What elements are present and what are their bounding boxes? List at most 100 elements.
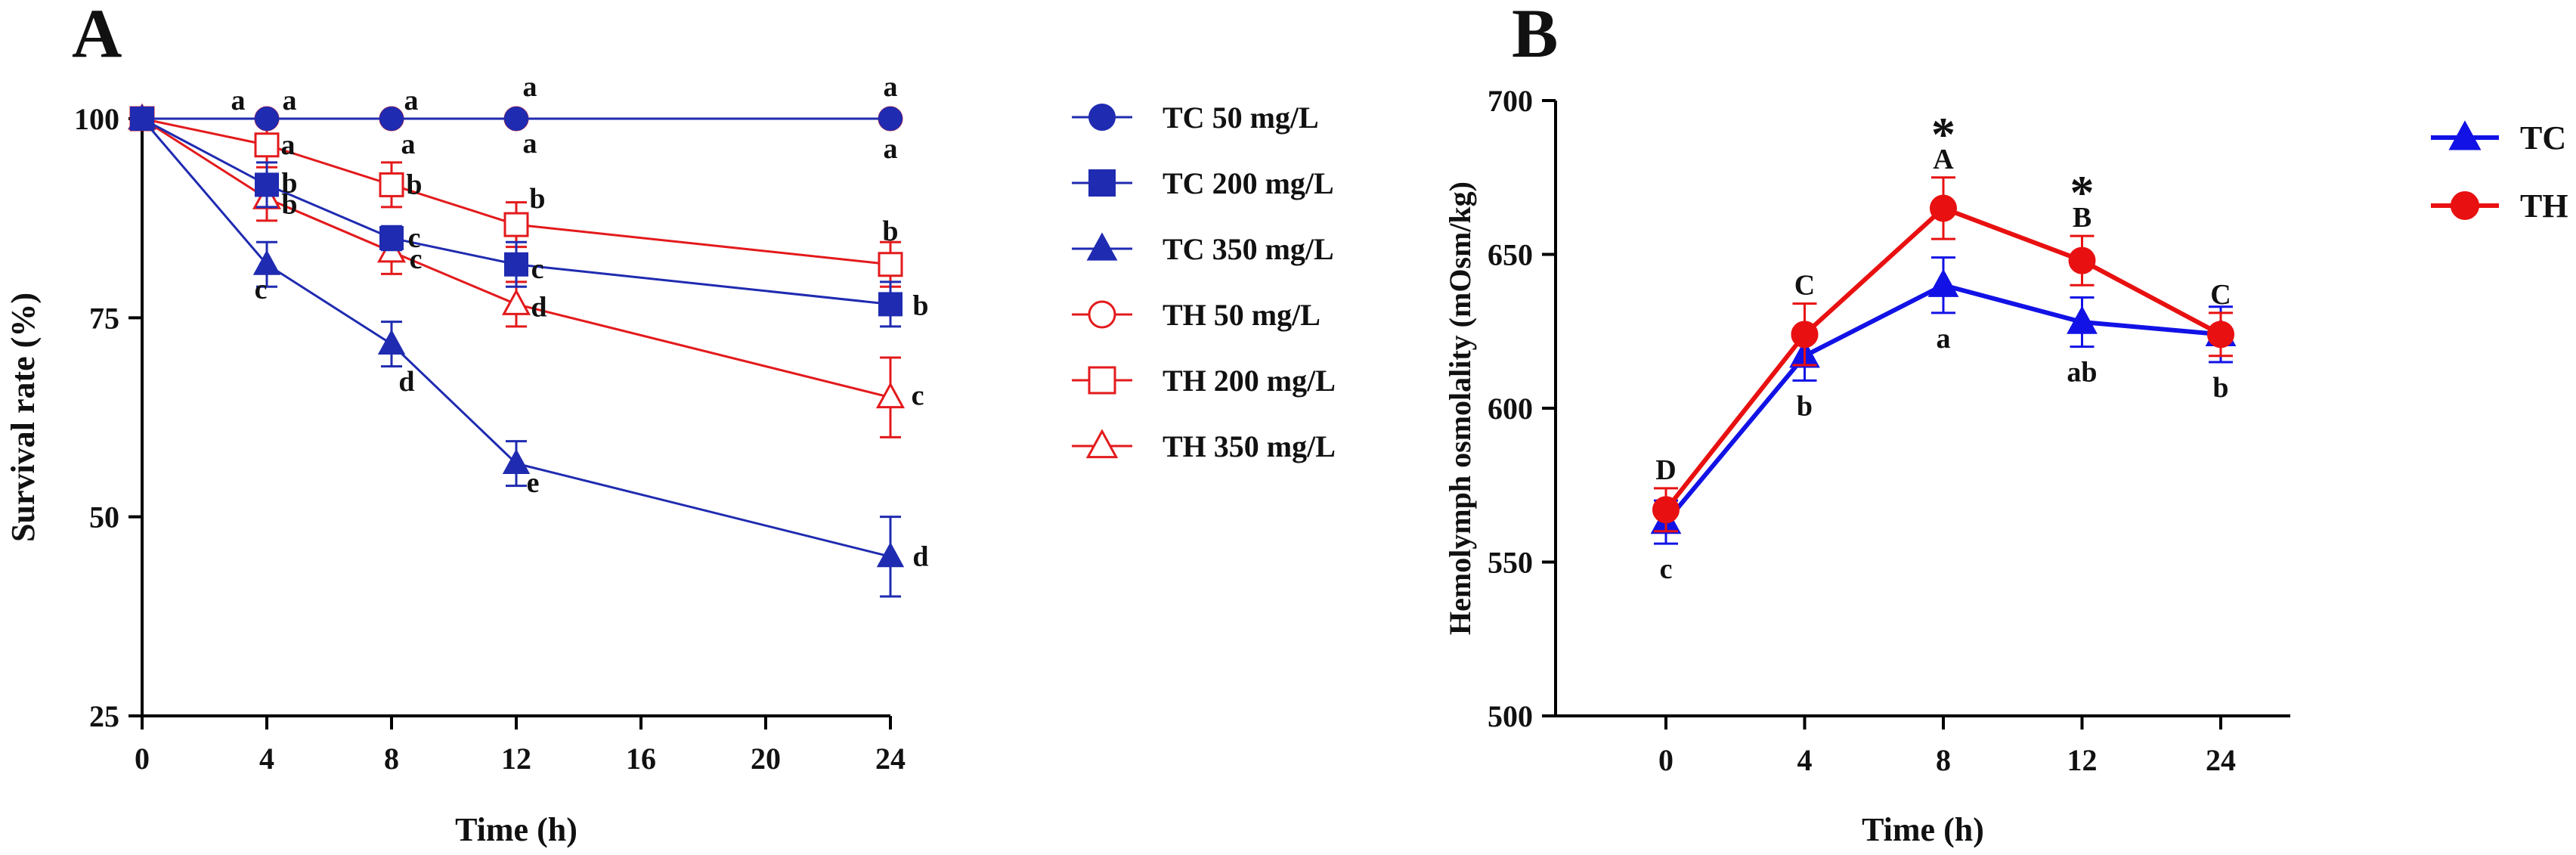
data-point-b <box>2068 246 2096 274</box>
x-tick-label-a: 24 <box>875 742 906 776</box>
significance-letter-a: a <box>884 133 898 165</box>
significance-letter-b: C <box>1794 270 1815 302</box>
legend-marker-b <box>2448 120 2482 150</box>
axes-b: 0 4 8 12 24 500 550 600 650 700 <box>1488 84 2290 777</box>
legend-label-a: TH 200 mg/L <box>1163 364 1336 398</box>
data-point-a <box>128 104 156 129</box>
significance-letter-a: d <box>912 541 928 572</box>
legend-item-b: TH <box>2431 187 2568 225</box>
data-point-a <box>503 212 529 237</box>
data-point-a <box>377 329 406 355</box>
significance-letter-a: d <box>531 291 546 323</box>
significance-letter-a: a <box>523 71 537 103</box>
series-a-0 <box>130 107 903 131</box>
x-tick-label-a: 8 <box>384 742 399 776</box>
x-tick-label-b: 0 <box>1658 743 1673 777</box>
x-tick-label-a: 12 <box>501 742 531 776</box>
x-tick-label-a: 16 <box>626 742 656 776</box>
x-tick-label-a: 4 <box>259 742 274 776</box>
significance-letter-b: b <box>2212 372 2228 404</box>
significance-star-b: * <box>2070 166 2095 219</box>
x-tick-label-b: 8 <box>1936 743 1951 777</box>
legend-marker-a <box>1086 232 1118 261</box>
data-point-b <box>1927 268 1959 297</box>
x-tick-label-b: 4 <box>1797 743 1813 777</box>
legend-item-a: TC 350 mg/L <box>1072 232 1334 266</box>
legend-label-b: TH <box>2520 187 2568 225</box>
x-tick-label-a: 0 <box>135 742 150 776</box>
legend-b: TC TH <box>2431 119 2568 225</box>
legend-item-a: TC 200 mg/L <box>1072 166 1334 200</box>
significance-letter-a: a <box>401 129 416 160</box>
x-tick-label-a: 20 <box>751 742 781 776</box>
legend-marker-a <box>1088 300 1116 329</box>
significance-letter-a: b <box>529 183 545 215</box>
data-point-b <box>2207 321 2234 349</box>
legend-a: TC 50 mg/L TC 200 mg/L TC 350 mg/L TH 50 mg… <box>1072 101 1336 463</box>
y-tick-label-a: 75 <box>89 301 119 335</box>
legend-marker-a <box>1088 169 1116 197</box>
panel-b-letter: B <box>1512 0 1558 72</box>
x-tick-label-b: 12 <box>2067 743 2098 777</box>
legend-marker-b <box>2451 191 2479 220</box>
data-point-a <box>876 541 905 568</box>
series-b-0 <box>1650 256 2237 545</box>
y-tick-label-a: 100 <box>74 102 119 136</box>
y-tick-label-b: 700 <box>1488 84 1533 118</box>
data-point-a <box>379 107 404 131</box>
legend-item-a: TH 200 mg/L <box>1072 364 1336 398</box>
legend-label-a: TC 200 mg/L <box>1163 166 1334 200</box>
legend-marker-a <box>1088 366 1116 395</box>
data-point-a <box>255 172 279 197</box>
significance-letter-a: a <box>283 85 297 116</box>
data-point-a <box>504 252 528 277</box>
data-point-a <box>254 132 280 158</box>
legend-item-a: TH 350 mg/L <box>1072 429 1336 463</box>
legend-item-b: TC <box>2431 119 2566 156</box>
axes-a: 0 4 8 12 16 20 24 25 50 75 100 <box>74 102 906 776</box>
significance-letter-b: B <box>2073 202 2091 234</box>
panel-a-letter: A <box>72 0 122 72</box>
series-line-a <box>141 118 891 558</box>
significance-letter-a: b <box>406 169 422 200</box>
significance-letter-a: b <box>882 215 898 247</box>
data-point-a <box>878 107 903 131</box>
legend-marker-a <box>1088 104 1116 131</box>
data-point-a <box>252 249 281 275</box>
significance-letter-a: c <box>912 380 924 412</box>
legend-label-a: TC 350 mg/L <box>1163 232 1334 266</box>
legend-marker-a <box>1085 429 1119 459</box>
significance-letter-b: D <box>1655 454 1676 486</box>
data-point-a <box>504 107 528 131</box>
legend-label-b: TC <box>2520 119 2566 156</box>
data-point-b <box>2067 305 2098 334</box>
significance-letter-b: a <box>1937 323 1951 355</box>
y-tick-label-a: 25 <box>89 699 119 733</box>
x-axis-title-b: Time (h) <box>1862 811 1984 848</box>
series-b-1 <box>1652 176 2234 533</box>
significance-letter-a: c <box>531 253 544 285</box>
significance-letter-a: c <box>410 243 423 275</box>
data-point-a <box>875 382 906 409</box>
x-tick-label-b: 24 <box>2206 743 2236 777</box>
data-point-a <box>255 107 279 131</box>
significance-letter-a: b <box>912 290 928 321</box>
significance-letter-a: a <box>404 85 419 116</box>
significance-letter-a: a <box>884 71 898 103</box>
data-point-a <box>379 226 404 250</box>
legend-label-a: TH 350 mg/L <box>1163 429 1336 463</box>
y-tick-label-b: 550 <box>1488 546 1533 580</box>
y-tick-label-b: 650 <box>1488 238 1533 272</box>
significance-letter-b: C <box>2210 279 2231 311</box>
y-tick-label-a: 50 <box>89 500 119 534</box>
significance-star-b: * <box>1931 107 1955 161</box>
significance-letter-a: c <box>408 222 421 254</box>
significance-letter-a: d <box>398 366 414 398</box>
significance-letter-a: b <box>281 167 297 199</box>
significance-letter-b: c <box>1660 553 1673 585</box>
